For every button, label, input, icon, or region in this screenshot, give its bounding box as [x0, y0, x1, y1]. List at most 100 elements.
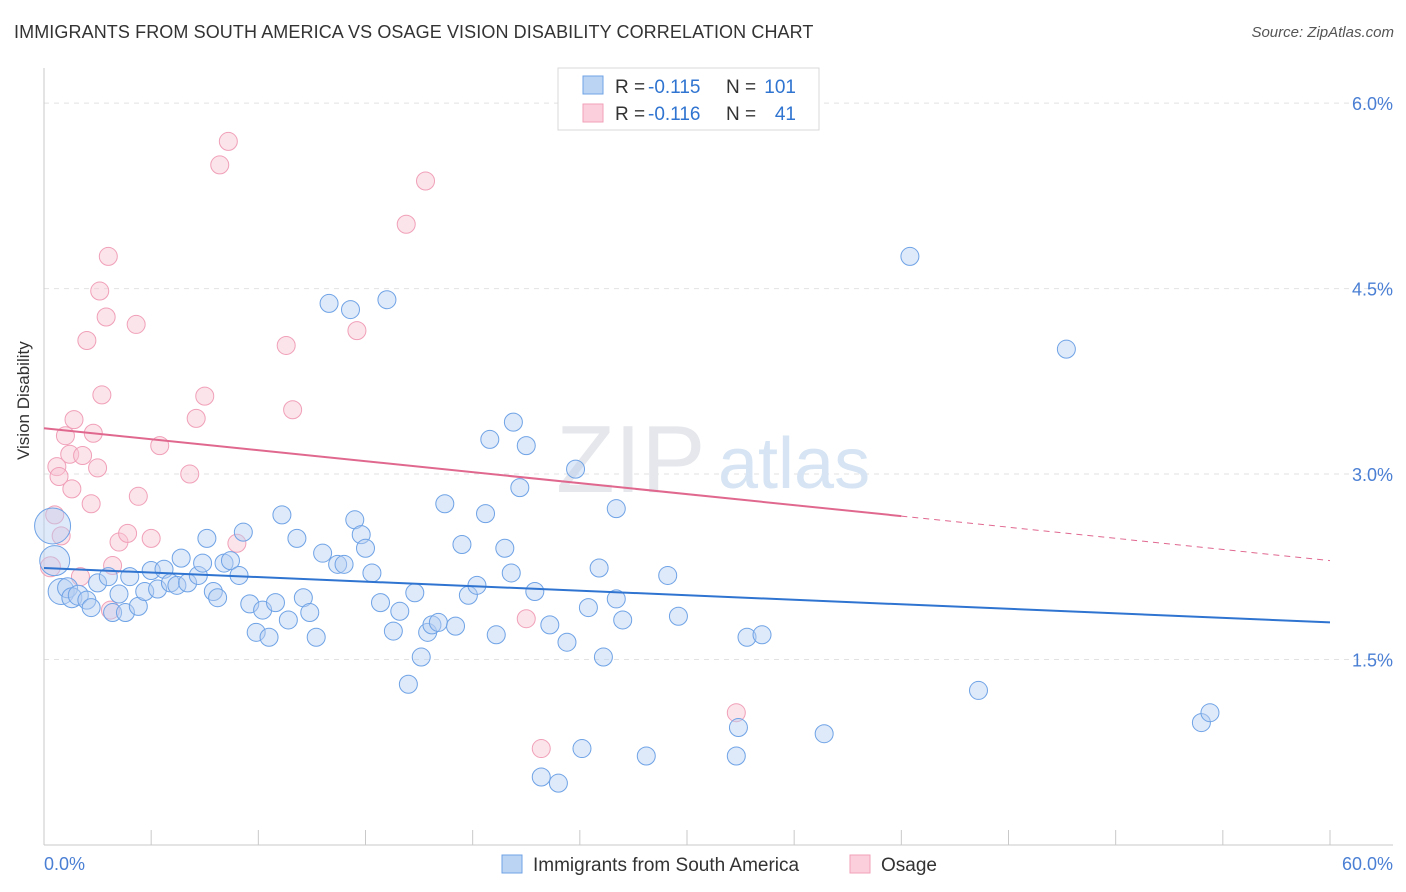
chart-title: IMMIGRANTS FROM SOUTH AMERICA VS OSAGE V…	[14, 22, 814, 42]
immigrants-point	[334, 554, 354, 574]
immigrants-point	[516, 436, 536, 456]
immigrants-point	[328, 554, 348, 574]
immigrants-point	[606, 499, 626, 519]
immigrants-point	[495, 538, 515, 558]
source-label: Source: ZipAtlas.com	[1251, 24, 1394, 41]
immigrants-point	[435, 494, 455, 514]
grid-lines	[44, 102, 1393, 661]
immigrants-point	[428, 612, 448, 632]
osage-point	[276, 335, 296, 355]
osage-point	[88, 458, 108, 478]
trend-line-immigrants	[43, 567, 1331, 624]
immigrants-point	[340, 300, 360, 320]
legend-label-osage: Osage	[881, 855, 937, 876]
y-tick-label: 6.0%	[1352, 94, 1393, 114]
legend-label-immigrants: Immigrants from South America	[533, 855, 800, 876]
stats-n-value-pink: 41	[775, 104, 796, 125]
osage-point	[396, 214, 416, 234]
immigrants-point	[566, 459, 586, 479]
immigrants-point	[510, 478, 530, 498]
immigrants-point	[446, 616, 466, 636]
immigrants-point	[593, 647, 613, 667]
osage-point	[81, 494, 101, 514]
immigrants-point	[900, 246, 920, 266]
osage-point	[126, 314, 146, 334]
immigrants-point	[452, 535, 472, 555]
immigrants-point	[1056, 339, 1076, 359]
immigrants-point	[1200, 703, 1220, 723]
stats-n-value-blue: 101	[764, 77, 796, 98]
immigrants-point	[486, 625, 506, 645]
immigrants-point	[193, 553, 213, 573]
series-immigrants	[34, 246, 1220, 793]
immigrants-point	[398, 674, 418, 694]
osage-point	[141, 528, 161, 548]
trend-line-osage	[43, 427, 902, 518]
immigrants-point	[606, 589, 626, 609]
osage-point	[128, 486, 148, 506]
immigrants-point	[109, 584, 129, 604]
immigrants-point	[98, 567, 118, 587]
osage-point	[100, 600, 120, 620]
y-tick-label: 3.0%	[1352, 465, 1393, 485]
immigrants-point	[636, 746, 656, 766]
immigrants-point	[540, 615, 560, 635]
immigrants-point	[578, 598, 598, 618]
immigrants-point	[265, 593, 285, 613]
osage-point	[62, 479, 82, 499]
immigrants-point	[531, 767, 551, 787]
osage-point	[227, 533, 247, 553]
legend-swatch-immigrants	[501, 854, 523, 874]
immigrants-point	[356, 538, 375, 558]
immigrants-point	[171, 548, 191, 568]
stats-legend: R = -0.115 N = 101 R = -0.116 N = 41	[557, 67, 820, 131]
osage-point	[186, 408, 206, 428]
axes	[43, 68, 1393, 846]
series-legend: Immigrants from South America Osage	[501, 854, 937, 876]
osage-point	[416, 171, 436, 191]
immigrants-point	[67, 584, 89, 606]
stats-swatch-blue	[582, 75, 604, 95]
osage-point	[347, 321, 367, 341]
osage-point	[45, 505, 65, 525]
y-tick-label: 1.5%	[1352, 651, 1393, 671]
immigrants-point	[313, 543, 333, 563]
stats-swatch-pink	[582, 103, 604, 123]
stats-r-value-pink: -0.116	[648, 104, 700, 125]
immigrants-point	[233, 522, 253, 542]
immigrants-point	[814, 724, 834, 744]
immigrants-point	[737, 627, 757, 647]
immigrants-point	[589, 558, 609, 578]
immigrants-point	[300, 603, 320, 623]
immigrants-point	[246, 622, 266, 642]
immigrants-point	[557, 632, 577, 652]
immigrants-point	[668, 606, 688, 626]
immigrants-point	[371, 593, 391, 613]
trend-lines	[43, 427, 1331, 624]
immigrants-point	[752, 625, 772, 645]
stats-n-label-pink: N =	[726, 104, 761, 125]
osage-point	[96, 307, 116, 327]
watermark-zip: ZIP	[556, 406, 705, 513]
osage-point	[73, 446, 93, 465]
osage-point	[98, 246, 118, 266]
osage-point	[180, 464, 200, 484]
immigrants-point	[120, 567, 140, 587]
immigrants-point	[287, 528, 307, 548]
immigrants-point	[390, 601, 410, 621]
immigrants-point	[319, 293, 339, 313]
immigrants-point	[476, 504, 496, 524]
osage-point	[118, 523, 138, 543]
osage-point	[218, 131, 238, 151]
osage-point	[64, 410, 84, 430]
immigrants-point	[383, 621, 403, 641]
immigrants-point	[259, 627, 279, 647]
x-ticks	[43, 830, 1331, 845]
osage-point	[195, 386, 215, 406]
immigrants-point	[503, 412, 523, 432]
immigrants-point	[88, 573, 108, 593]
immigrants-point	[377, 290, 397, 310]
immigrants-point	[220, 551, 240, 571]
immigrants-point	[658, 565, 678, 585]
